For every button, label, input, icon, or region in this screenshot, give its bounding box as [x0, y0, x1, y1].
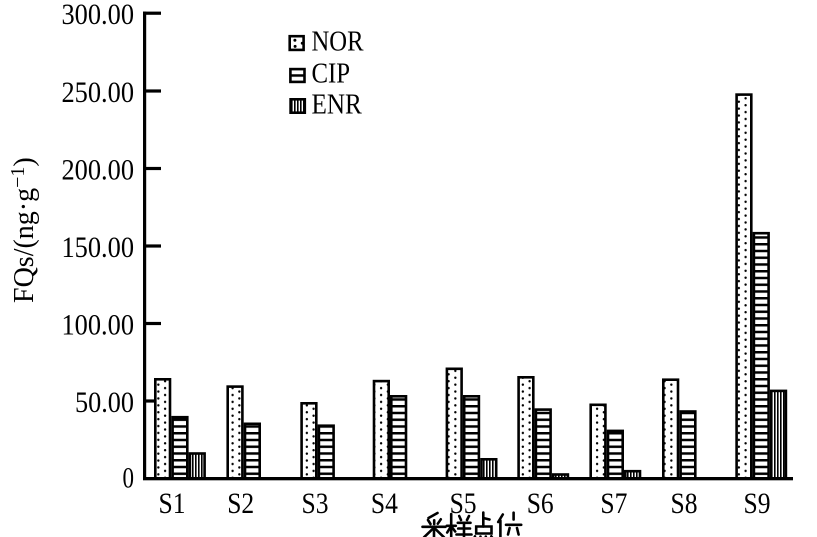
svg-text:S5: S5: [450, 487, 477, 520]
svg-text:FQs/(ng·g−1): FQs/(ng·g−1): [7, 157, 40, 303]
svg-text:S9: S9: [744, 487, 771, 520]
svg-text:NOR: NOR: [312, 27, 364, 58]
svg-text:S8: S8: [671, 487, 698, 520]
svg-text:300.00: 300.00: [62, 0, 135, 31]
svg-text:S6: S6: [527, 487, 554, 520]
svg-text:250.00: 250.00: [62, 76, 135, 109]
svg-text:S3: S3: [302, 487, 329, 520]
svg-text:100.00: 100.00: [62, 308, 135, 341]
svg-text:50.00: 50.00: [75, 386, 134, 419]
svg-text:CIP: CIP: [312, 59, 351, 90]
svg-text:ENR: ENR: [312, 90, 363, 121]
svg-text:S1: S1: [159, 487, 186, 520]
svg-text:0: 0: [123, 462, 135, 495]
svg-text:S7: S7: [600, 487, 627, 520]
svg-text:S4: S4: [371, 487, 398, 520]
svg-text:200.00: 200.00: [62, 153, 135, 186]
svg-text:S2: S2: [227, 487, 254, 520]
svg-text:150.00: 150.00: [62, 231, 135, 264]
